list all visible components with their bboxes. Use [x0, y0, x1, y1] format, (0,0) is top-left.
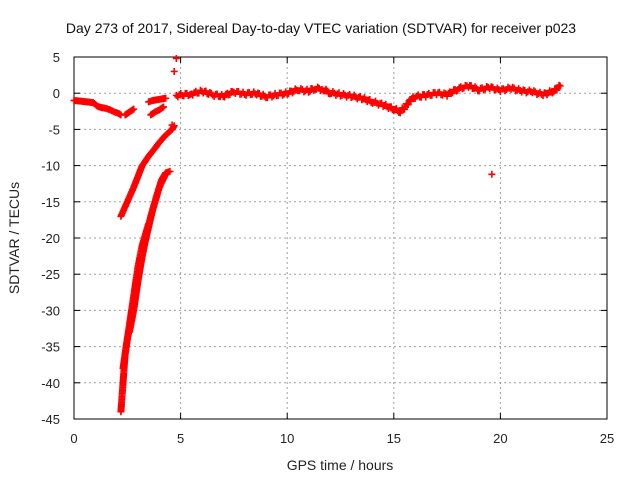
- y-tick-label: -10: [41, 159, 60, 174]
- data-point: [160, 103, 168, 111]
- y-tick-label: -20: [41, 231, 60, 246]
- x-axis-title: GPS time / hours: [287, 457, 394, 473]
- data-points: [70, 54, 564, 416]
- data-point: [166, 167, 174, 175]
- x-tick-label: 0: [70, 431, 77, 446]
- data-point: [556, 82, 564, 90]
- y-tick-label: -30: [41, 303, 60, 318]
- chart-title: Day 273 of 2017, Sidereal Day-to-day VTE…: [66, 20, 576, 36]
- data-point: [471, 83, 479, 91]
- data-point: [168, 121, 176, 129]
- data-point: [501, 87, 509, 95]
- data-point: [530, 87, 538, 95]
- data-point: [488, 170, 496, 178]
- x-tick-label: 15: [387, 431, 401, 446]
- data-point: [548, 89, 556, 97]
- data-point: [268, 93, 276, 101]
- y-tick-label: 5: [53, 50, 60, 65]
- y-tick-label: -25: [41, 267, 60, 282]
- y-tick-label: -15: [41, 195, 60, 210]
- y-tick-label: -35: [41, 340, 60, 355]
- x-tick-label: 5: [177, 431, 184, 446]
- plot-frame: [73, 56, 608, 420]
- y-tick-label: -45: [41, 412, 60, 427]
- data-point: [130, 105, 138, 113]
- data-point: [314, 83, 322, 91]
- x-tick-label: 20: [493, 431, 507, 446]
- axis-ticks: 0 5 10 15 20 25 5 0 -5 -10 -15 -20 -25 -30 -35 -40 -45: [41, 50, 614, 446]
- y-axis-title: SDTVAR / TECUs: [6, 182, 22, 294]
- data-point: [162, 170, 170, 178]
- y-tick-label: -5: [48, 122, 60, 137]
- y-tick-label: 0: [53, 86, 60, 101]
- data-point: [170, 67, 178, 75]
- x-tick-label: 25: [600, 431, 614, 446]
- y-tick-label: -40: [41, 376, 60, 391]
- data-point: [162, 94, 170, 102]
- data-point: [172, 54, 180, 62]
- x-tick-label: 10: [280, 431, 294, 446]
- data-point: [305, 88, 313, 96]
